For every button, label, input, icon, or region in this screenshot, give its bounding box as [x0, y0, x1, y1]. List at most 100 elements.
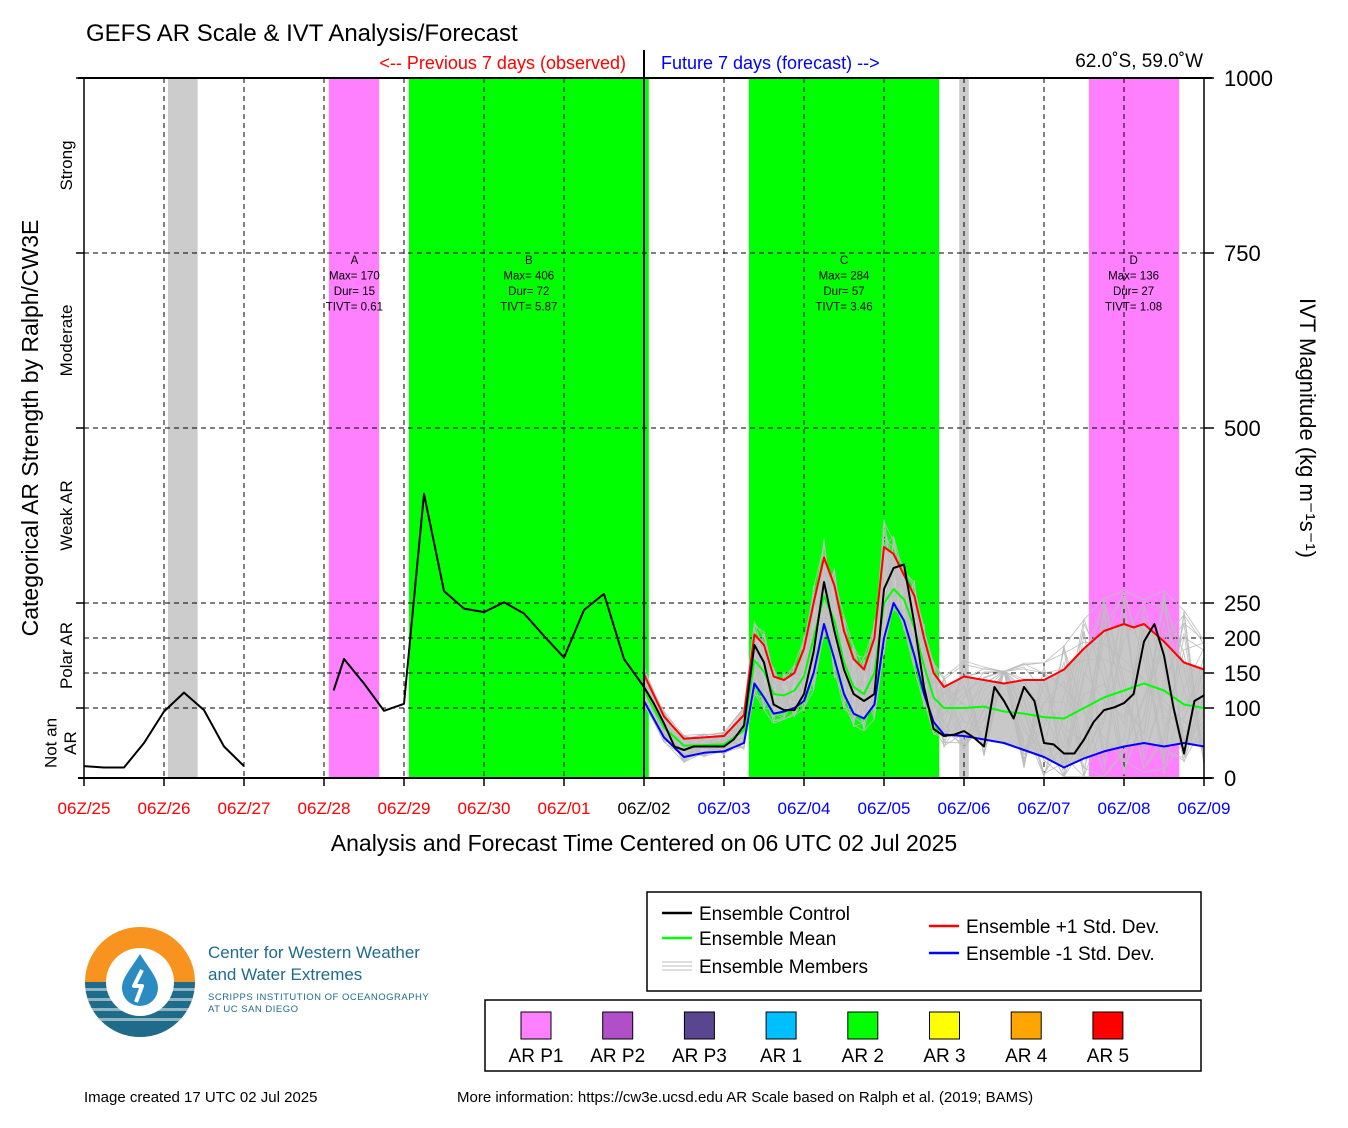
scale-swatch [1092, 1011, 1124, 1040]
scale-swatch [683, 1011, 715, 1040]
legend-label: Ensemble Mean [699, 929, 836, 950]
x-tick-label: 06Z/08 [1098, 799, 1151, 818]
y-tick-label-right: 250 [1224, 591, 1261, 616]
scale-swatch [929, 1011, 960, 1040]
event-label-C: Dur= 57 [823, 286, 864, 298]
logo-name: Center for Western Weather and Water Ext… [208, 942, 420, 986]
y-tick-label-right: 150 [1224, 661, 1261, 686]
scale-label: AR 1 [760, 1046, 802, 1067]
x-tick-label: 06Z/30 [458, 799, 511, 818]
scale-swatch [602, 1011, 634, 1040]
x-tick-label: 06Z/02 [618, 799, 671, 818]
location-label: 62.0˚S, 59.0˚W [1075, 51, 1203, 72]
legend-label: Ensemble -1 Std. Dev. [966, 944, 1155, 965]
ensemble-member-line [643, 537, 1205, 777]
ensemble-member-line [643, 519, 1205, 769]
cw3e-logo: Center for Western Weather and Water Ext… [84, 926, 504, 1038]
event-label-D: D [1129, 255, 1137, 267]
shaded-period-4 [959, 78, 969, 778]
mean-line [643, 588, 1205, 747]
event-label-C: TIVT= 3.46 [815, 302, 872, 314]
cw3e-logo-icon [85, 927, 195, 1037]
event-label-D: Dur= 27 [1113, 286, 1154, 298]
x-tick-label: 06Z/01 [538, 799, 591, 818]
event-label-C: Max= 284 [819, 271, 870, 283]
control-line [83, 691, 245, 769]
right-axis-label: IVT Magnitude (kg m⁻¹s⁻¹) [1295, 298, 1320, 558]
minus-std-line [643, 602, 1205, 769]
legend: Ensemble Control Ensemble Mean Ensemble Me… [646, 891, 1202, 992]
legend-label: Ensemble Control [699, 904, 850, 925]
ensemble-member-line [643, 565, 1205, 777]
scale-label: AR 2 [842, 1046, 884, 1067]
previous-period-label: <-- Previous 7 days (observed) [379, 53, 626, 73]
category-label-line: Not an [42, 718, 61, 768]
event-label-A: Dur= 15 [334, 286, 375, 298]
logo-sub-line1: SCRIPPS INSTITUTION OF OCEANOGRAPHY [208, 992, 430, 1003]
x-tick-label: 06Z/26 [138, 799, 191, 818]
x-tick-label: 06Z/07 [1018, 799, 1071, 818]
scale-label: AR 3 [923, 1046, 965, 1067]
logo-name-line2: and Water Extremes [208, 965, 363, 984]
y-tick-label-right: 1000 [1224, 66, 1273, 91]
x-tick-label: 06Z/25 [58, 799, 111, 818]
series-lines [83, 492, 1205, 769]
category-label-line: Polar AR [57, 622, 76, 689]
left-axis-label: Categorical AR Strength by Ralph/CW3E [17, 220, 43, 637]
event-label-C: C [840, 255, 848, 267]
category-label-line: AR [61, 731, 80, 755]
ensemble-member-line [643, 560, 1205, 774]
x-tick-label: 06Z/04 [778, 799, 831, 818]
axes [76, 50, 1214, 786]
category-label-line: Weak AR [57, 480, 76, 551]
y-tick-label-right: 100 [1224, 696, 1261, 721]
plus-std-line [643, 546, 1205, 740]
y-tick-label-right: 0 [1224, 766, 1236, 791]
event-label-B: TIVT= 5.87 [500, 302, 557, 314]
y-tick-label-right: 200 [1224, 626, 1261, 651]
logo-subtitle: SCRIPPS INSTITUTION OF OCEANOGRAPHY AT U… [208, 992, 429, 1016]
x-tick-label: 06Z/03 [698, 799, 751, 818]
created-timestamp: Image created 17 UTC 02 Jul 2025 [84, 1089, 318, 1106]
event-label-A: A [351, 255, 359, 267]
x-tick-label: 06Z/06 [938, 799, 991, 818]
y-tick-label-right: 500 [1224, 416, 1261, 441]
ensemble-member-line [643, 520, 1205, 778]
scale-swatch [520, 1011, 552, 1040]
scale-swatch [847, 1011, 879, 1040]
x-tick-label: 06Z/05 [858, 799, 911, 818]
ar-scale-legend: AR P1 AR P2 AR P3 AR 1 AR 2 AR 3 AR 4 AR 5 [484, 999, 1202, 1072]
scale-label: AR 4 [1005, 1046, 1048, 1067]
category-label: Weak AR [57, 480, 76, 551]
more-info-text: More information: https://cw3e.ucsd.edu … [457, 1089, 1034, 1106]
legend-box [646, 891, 1202, 992]
x-tick-label: 06Z/27 [218, 799, 271, 818]
category-label: Moderate [57, 305, 76, 377]
category-label-line: Moderate [57, 305, 76, 377]
category-label: Polar AR [57, 622, 76, 689]
event-label-A: Max= 170 [329, 271, 380, 283]
scale-swatch [765, 1011, 797, 1040]
x-tick-label: 06Z/09 [1178, 799, 1231, 818]
event-label-B: Max= 406 [503, 271, 554, 283]
event-label-D: TIVT= 1.08 [1105, 302, 1162, 314]
ensemble-member-line [643, 566, 1205, 774]
x-axis-label: Analysis and Forecast Time Centered on 0… [331, 830, 957, 856]
ensemble-member-line [643, 563, 1205, 779]
scale-label: AR P1 [509, 1046, 564, 1067]
logo-sub-line2: AT UC SAN DIEGO [208, 1004, 299, 1015]
event-label-B: B [525, 255, 533, 267]
category-label: Not anAR [42, 718, 81, 768]
category-label-line: Strong [57, 140, 76, 190]
event-label-B: Dur= 72 [508, 286, 549, 298]
legend-label: Ensemble Members [699, 957, 868, 978]
control-line [332, 492, 1205, 755]
chart-labels: 06Z/25 06Z/26 06Z/27 06Z/28 06Z/29 06Z/30 06Z/… [17, 20, 1320, 856]
event-annotations: A Max= 170 Dur= 15 TIVT= 0.61 B Max= 406 Dur= … [326, 255, 1162, 314]
x-tick-label: 06Z/29 [378, 799, 431, 818]
event-label-D: Max= 136 [1108, 271, 1159, 283]
event-label-A: TIVT= 0.61 [326, 302, 383, 314]
ensemble-member-line [643, 541, 1205, 777]
